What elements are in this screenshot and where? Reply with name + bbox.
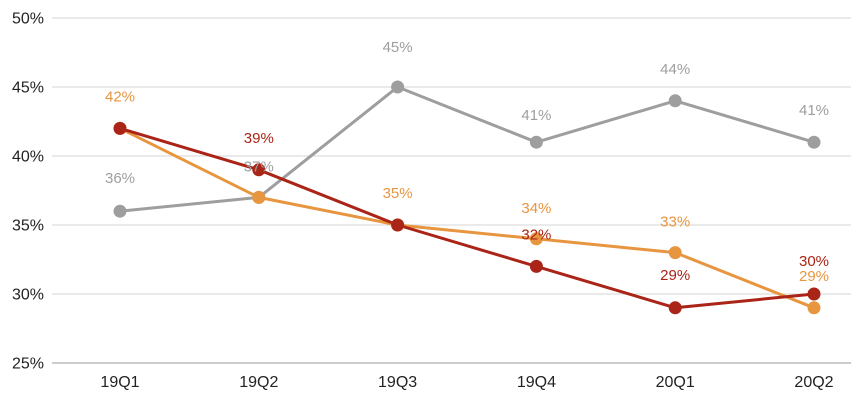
data-point xyxy=(529,259,543,273)
data-label: 45% xyxy=(383,39,413,56)
data-label: 30% xyxy=(799,253,829,270)
data-point xyxy=(113,204,127,218)
y-tick-label: 35% xyxy=(12,218,44,235)
x-axis: 19Q1 19Q2 19Q3 19Q4 20Q1 20Q2 xyxy=(100,374,833,391)
data-label: 41% xyxy=(799,102,829,119)
data-point xyxy=(529,232,543,246)
data-point xyxy=(668,246,682,260)
data-label: 41% xyxy=(521,107,551,124)
x-tick-label: 19Q3 xyxy=(378,374,417,391)
data-point xyxy=(668,301,682,315)
y-tick-label: 30% xyxy=(12,287,44,304)
data-label: 36% xyxy=(105,170,135,187)
x-tick-label: 20Q1 xyxy=(656,374,695,391)
y-tick-label: 40% xyxy=(12,149,44,166)
data-label: 33% xyxy=(660,214,690,231)
data-point xyxy=(252,190,266,204)
x-tick-label: 19Q1 xyxy=(100,374,139,391)
data-label: 32% xyxy=(521,226,551,243)
y-tick-label: 50% xyxy=(12,11,44,28)
series-lines xyxy=(118,85,816,310)
data-point xyxy=(252,163,266,177)
data-label: 37% xyxy=(244,158,274,175)
data-label: 42% xyxy=(105,88,135,105)
x-tick-label: 19Q2 xyxy=(239,374,278,391)
data-point xyxy=(391,80,405,94)
data-point xyxy=(529,135,543,149)
series-line-2 xyxy=(118,126,816,310)
data-label: 29% xyxy=(799,268,829,285)
data-label: 34% xyxy=(521,200,551,217)
data-label: 39% xyxy=(244,130,274,147)
y-tick-label: 45% xyxy=(12,80,44,97)
data-point xyxy=(113,121,127,135)
data-label: 44% xyxy=(660,61,690,78)
data-point xyxy=(807,287,821,301)
x-tick-label: 20Q2 xyxy=(794,374,833,391)
y-axis: 25% 30% 35% 40% 45% 50% xyxy=(12,11,44,373)
y-tick-label: 25% xyxy=(12,356,44,373)
grid xyxy=(52,17,851,364)
data-point xyxy=(807,301,821,315)
series-points xyxy=(113,80,821,315)
x-tick-label: 19Q4 xyxy=(517,374,556,391)
data-point xyxy=(668,94,682,108)
series-line-1 xyxy=(118,85,816,213)
data-point xyxy=(391,218,405,232)
data-label: 29% xyxy=(660,267,690,284)
data-point xyxy=(807,135,821,149)
data-label: 35% xyxy=(383,185,413,202)
data-labels: 36% 37% 45% 41% 44% 41% 42% 35% 34% 33% 29% 39% 32% 2… xyxy=(105,39,829,285)
series-line-3 xyxy=(118,126,816,310)
